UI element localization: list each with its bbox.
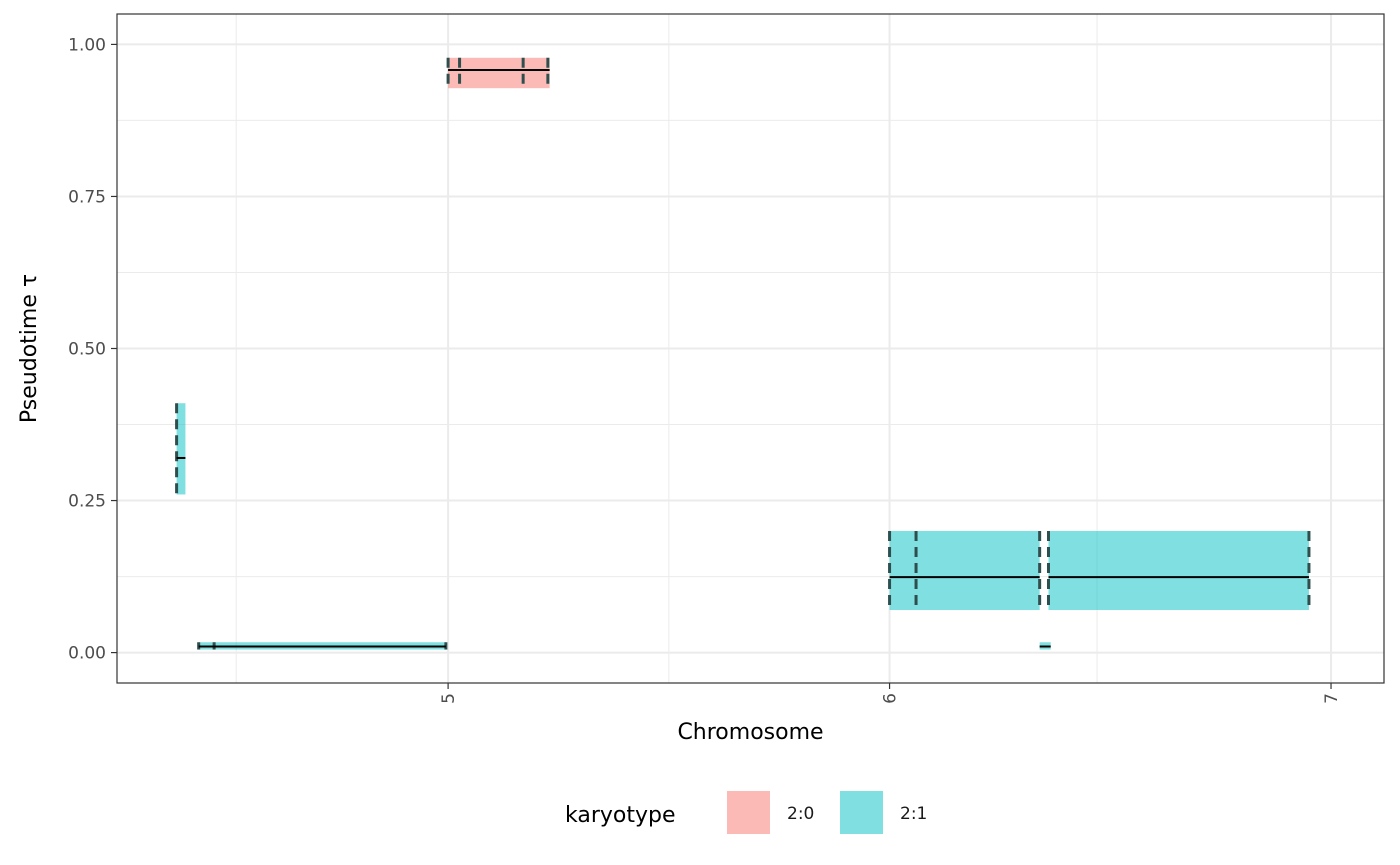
y-tick-label-4: 1.00 (68, 35, 106, 55)
legend-label-2-1: 2:1 (900, 804, 927, 824)
segment-band-2 (448, 57, 550, 89)
y-axis: 0.00 0.25 0.50 0.75 1.00 (68, 35, 117, 664)
segment-band-0 (176, 403, 186, 495)
segment-layer (175, 57, 1311, 650)
major-grid (117, 14, 1384, 683)
legend-key-2-0 (727, 791, 770, 834)
x-tick-label-0: 5 (439, 693, 459, 704)
y-tick-label-2: 0.50 (68, 340, 106, 360)
x-tick-label-2: 7 (1322, 693, 1342, 704)
legend: karyotype 2:0 2:1 (565, 791, 927, 834)
y-tick-label-1: 0.25 (68, 492, 106, 512)
legend-key-2-1 (840, 791, 883, 834)
y-tick-label-3: 0.75 (68, 187, 106, 207)
y-axis-title: Pseudotime τ (17, 274, 42, 423)
legend-title: karyotype (565, 803, 676, 828)
x-tick-label-1: 6 (881, 693, 901, 704)
segment-band-5 (1048, 530, 1309, 611)
legend-label-2-0: 2:0 (787, 804, 814, 824)
segment-band-3 (889, 530, 1040, 611)
y-tick-label-0: 0.00 (68, 644, 106, 664)
x-axis-title: Chromosome (677, 720, 823, 745)
x-axis: 5 6 7 (439, 683, 1342, 704)
